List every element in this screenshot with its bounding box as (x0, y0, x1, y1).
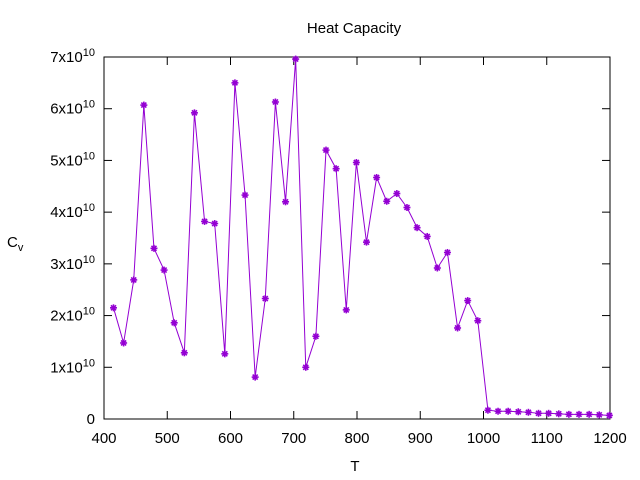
y-tick-label-exponent: 10 (83, 202, 95, 214)
data-point (403, 203, 411, 211)
y-tick-label-exponent: 10 (83, 357, 95, 369)
data-point (251, 373, 259, 381)
data-point (231, 79, 239, 87)
data-point (312, 332, 320, 340)
data-point (160, 266, 168, 274)
plot-border (103, 56, 611, 420)
data-point (241, 191, 249, 199)
x-axis-label: T (350, 458, 359, 475)
data-point (282, 198, 290, 206)
x-axis: 400 500 600 700 800 900 1000 1100 1200 (91, 57, 627, 447)
y-tick-label-exponent: 10 (83, 99, 95, 111)
data-point (474, 317, 482, 325)
data-point (180, 349, 188, 357)
data-point (362, 238, 370, 246)
chart-title: Heat Capacity (307, 20, 402, 37)
y-tick-label-mantissa: 5x10 (50, 152, 83, 169)
x-tick-label: 1000 (467, 430, 500, 447)
series-group (109, 55, 613, 419)
x-tick-label: 1100 (531, 430, 563, 447)
data-point (271, 98, 279, 106)
y-tick-label: 4x1010 (50, 202, 95, 221)
x-tick-label: 600 (218, 430, 243, 447)
data-point (342, 306, 350, 314)
data-point (140, 101, 148, 109)
data-point (524, 408, 532, 416)
y-tick-label-exponent: 10 (83, 150, 95, 162)
y-tick-label-mantissa: 2x10 (50, 308, 83, 325)
y-axis: 01x10102x10103x10104x10105x10106x10107x1… (50, 47, 610, 428)
data-point (454, 324, 462, 332)
y-tick-label: 5x1010 (50, 150, 95, 169)
y-tick-label-exponent: 10 (83, 47, 95, 59)
data-point (413, 224, 421, 232)
y-tick-label-mantissa: 3x10 (50, 256, 83, 273)
y-tick-label: 2x1010 (50, 306, 95, 325)
data-point (443, 248, 451, 256)
x-tick-label: 700 (281, 430, 306, 447)
data-point (170, 319, 178, 327)
data-point (201, 217, 209, 225)
x-tick-label: 1200 (593, 430, 626, 447)
data-point (565, 410, 573, 418)
y-axis-label-sub: v (18, 242, 24, 254)
data-point (322, 146, 330, 154)
data-point (352, 158, 360, 166)
y-axis-label: Cv (7, 234, 24, 254)
y-axis-label-main: C (7, 234, 18, 251)
y-tick-label: 6x1010 (50, 99, 95, 118)
data-point (261, 295, 269, 303)
data-point (150, 244, 158, 252)
data-point (514, 408, 522, 416)
data-point (575, 410, 583, 418)
y-tick-label-mantissa: 1x10 (50, 359, 83, 376)
y-tick-label: 7x1010 (50, 47, 95, 66)
x-tick-label: 800 (344, 430, 369, 447)
data-point (484, 406, 492, 414)
data-point (373, 173, 381, 181)
data-point (332, 165, 340, 173)
y-tick-label: 3x1010 (50, 254, 95, 273)
x-tick-label: 900 (408, 430, 433, 447)
data-point (494, 407, 502, 415)
data-point (504, 407, 512, 415)
data-point (595, 411, 603, 419)
data-point (555, 410, 563, 418)
x-tick-label: 400 (91, 430, 116, 447)
data-point (423, 232, 431, 240)
data-point (605, 411, 613, 419)
y-tick-label-mantissa: 6x10 (50, 101, 83, 118)
data-point (211, 220, 219, 228)
data-point (383, 197, 391, 205)
data-point (585, 410, 593, 418)
data-point (292, 55, 300, 63)
x-tick-label: 500 (155, 430, 180, 447)
y-tick-label: 1x1010 (50, 357, 95, 376)
y-tick-label-mantissa: 0 (87, 411, 95, 428)
data-point (109, 304, 117, 312)
y-tick-label: 0 (87, 411, 95, 428)
data-point (221, 350, 229, 358)
series-line (113, 59, 610, 416)
data-point (545, 409, 553, 417)
y-tick-label-mantissa: 7x10 (50, 49, 83, 66)
data-point (130, 276, 138, 284)
data-point (464, 297, 472, 305)
data-point (190, 109, 198, 117)
y-tick-label-exponent: 10 (83, 306, 95, 318)
y-tick-label-exponent: 10 (83, 254, 95, 266)
data-point (393, 190, 401, 198)
plot-frame (103, 56, 611, 420)
data-point (433, 264, 441, 272)
data-point (302, 363, 310, 371)
y-tick-label-mantissa: 4x10 (50, 204, 83, 221)
data-point (120, 339, 128, 347)
data-point (535, 409, 543, 417)
